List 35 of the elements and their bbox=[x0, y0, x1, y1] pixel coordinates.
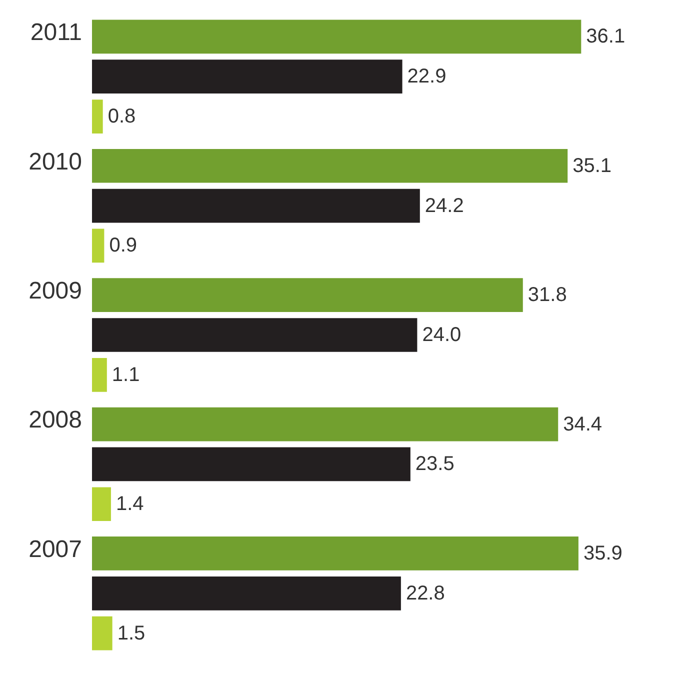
data-label: 35.9 bbox=[583, 542, 622, 564]
bar bbox=[92, 100, 103, 134]
bar bbox=[92, 20, 582, 54]
y-tick-label: 2009 bbox=[28, 278, 82, 304]
data-label: 24.2 bbox=[424, 194, 464, 217]
bar bbox=[92, 278, 523, 312]
data-label: 0.9 bbox=[109, 234, 138, 257]
bar bbox=[92, 536, 578, 570]
bar bbox=[92, 447, 410, 482]
data-label: 22.8 bbox=[406, 582, 445, 604]
data-label: 0.8 bbox=[108, 106, 136, 128]
y-tick-label: 2010 bbox=[28, 148, 82, 176]
data-label: 31.8 bbox=[528, 284, 567, 306]
bar bbox=[92, 616, 112, 650]
bar bbox=[92, 228, 104, 263]
data-label: 1.1 bbox=[112, 364, 140, 386]
bar bbox=[92, 188, 420, 223]
data-label: 1.4 bbox=[116, 493, 144, 516]
data-label: 23.5 bbox=[415, 453, 454, 476]
y-tick-label: 2011 bbox=[30, 19, 82, 46]
y-tick-label: 2008 bbox=[28, 406, 82, 434]
bar bbox=[92, 318, 418, 352]
data-label: 22.9 bbox=[407, 66, 446, 88]
data-label: 34.4 bbox=[563, 413, 602, 436]
bar bbox=[92, 576, 401, 610]
data-label: 24.0 bbox=[422, 324, 462, 346]
y-tick-label: 2007 bbox=[28, 536, 82, 563]
bar bbox=[92, 60, 402, 94]
bar bbox=[92, 148, 568, 183]
data-label: 1.5 bbox=[117, 622, 146, 644]
data-label: 35.1 bbox=[572, 154, 612, 177]
bar bbox=[92, 407, 558, 442]
bar bbox=[92, 487, 111, 522]
bar bbox=[92, 358, 107, 392]
data-label: 36.1 bbox=[586, 26, 626, 48]
